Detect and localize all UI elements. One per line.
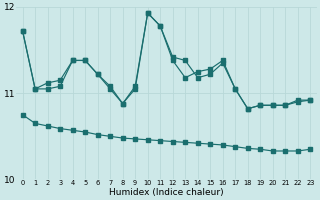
X-axis label: Humidex (Indice chaleur): Humidex (Indice chaleur) [109,188,224,197]
